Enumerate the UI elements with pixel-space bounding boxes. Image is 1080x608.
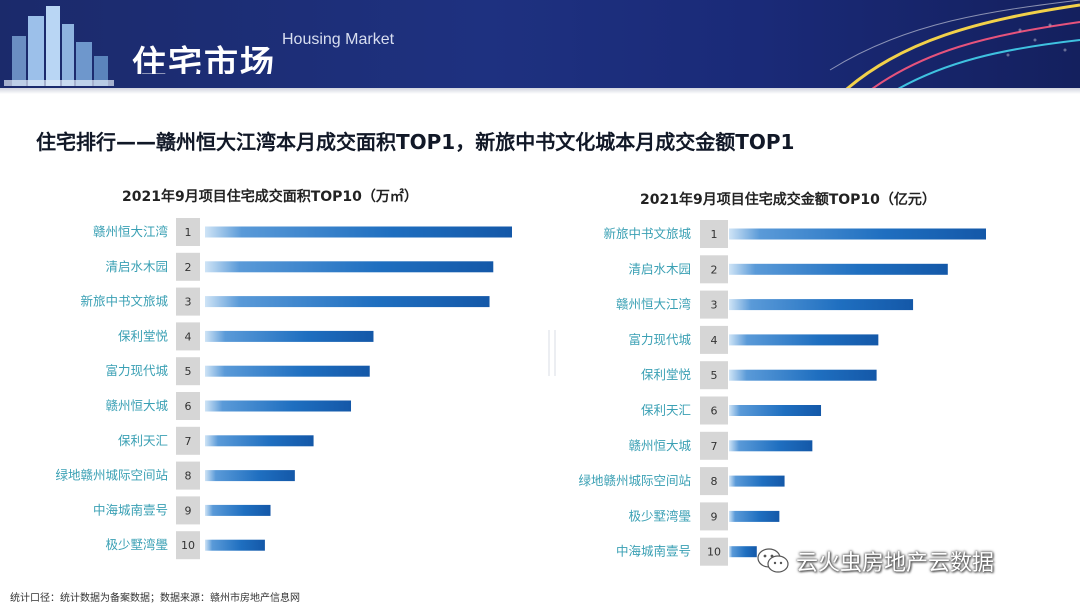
category-label: 清启水木园: [628, 261, 691, 276]
rank-box: [700, 396, 728, 425]
rank-box: [700, 361, 728, 390]
rank-label: 4: [711, 334, 718, 347]
category-label: 绿地赣州城际空间站: [578, 473, 691, 488]
rank-box: [176, 218, 200, 246]
chart-title-amount: 2021年9月项目住宅成交金额TOP10（亿元）: [640, 192, 936, 208]
category-label: 富力现代城: [105, 363, 168, 378]
rank-box: [700, 325, 728, 354]
rank-label: 3: [711, 299, 718, 312]
rank-box: [700, 431, 728, 460]
bar: [205, 504, 271, 516]
bar: [205, 539, 265, 551]
bar: [205, 400, 352, 412]
category-label: 极少墅湾璺: [628, 508, 691, 523]
wechat-icon: [757, 548, 789, 573]
page-subtitle: Housing Market: [282, 31, 395, 48]
watermark-text: 云火虫房地产云数据: [796, 551, 995, 576]
rank-label: 3: [185, 296, 192, 309]
bar: [205, 261, 494, 273]
category-label: 新旅中书文旅城: [603, 226, 691, 241]
rank-label: 8: [185, 470, 192, 483]
category-label: 保利堂悦: [118, 328, 169, 343]
bar: [729, 228, 986, 240]
rank-label: 7: [711, 440, 718, 453]
chart-title-area: 2021年9月项目住宅成交面积TOP10（万㎡）: [122, 189, 418, 205]
headline: 住宅排行——赣州恒大江湾本月成交面积TOP1，新旅中书文化城本月成交金额TOP1: [36, 130, 795, 154]
bar: [205, 365, 370, 377]
rank-box: [700, 467, 728, 496]
rank-box: [176, 426, 200, 455]
rank-box: [700, 290, 728, 319]
category-label: 新旅中书文旅城: [80, 294, 168, 309]
divider: [548, 330, 556, 376]
category-label: 极少墅湾璺: [105, 537, 168, 552]
category-label: 赣州恒大城: [628, 438, 691, 453]
rank-box: [700, 255, 728, 284]
bar: [205, 226, 512, 238]
rank-box: [700, 537, 728, 566]
rank-label: 9: [185, 504, 192, 517]
header-banner: 住宅市场 Housing Market: [0, 0, 1080, 88]
category-label: 中海城南壹号: [93, 502, 168, 517]
rank-box: [176, 531, 200, 560]
category-label: 保利天汇: [118, 433, 168, 448]
bar: [729, 440, 813, 452]
rank-label: 8: [711, 475, 718, 488]
rank-box: [176, 357, 200, 386]
rank-label: 2: [711, 263, 718, 276]
skyline-icon: [4, 6, 114, 86]
category-label: 绿地赣州城际空间站: [55, 468, 168, 483]
rank-box: [176, 392, 200, 420]
rank-label: 6: [711, 405, 718, 418]
page-title: 住宅市场: [132, 44, 276, 74]
rank-label: 5: [711, 369, 718, 382]
rank-box: [176, 322, 200, 351]
bar: [729, 405, 822, 416]
rank-box: [176, 461, 200, 490]
category-label: 中海城南壹号: [616, 544, 691, 559]
rank-label: 9: [711, 510, 718, 523]
rank-label: 1: [185, 226, 192, 239]
decorative-swoosh: [829, 0, 1080, 88]
category-label: 赣州恒大江湾: [93, 224, 168, 239]
bar: [729, 475, 785, 487]
bar: [205, 470, 295, 482]
header-shadow: [0, 88, 1080, 94]
category-label: 富力现代城: [628, 332, 691, 347]
rank-box: [176, 252, 200, 281]
bar: [729, 510, 780, 522]
rank-box: [176, 287, 200, 316]
bar: [205, 330, 374, 342]
bar: [729, 299, 914, 311]
rank-box: [700, 220, 728, 248]
bar: [729, 546, 757, 558]
category-label: 保利天汇: [641, 403, 691, 418]
bar: [205, 296, 490, 308]
footnote: 统计口径：统计数据为备案数据；数据来源：赣州市房地产信息网: [10, 593, 300, 604]
rank-box: [176, 496, 200, 525]
category-label: 清启水木园: [105, 259, 168, 274]
category-label: 赣州恒大江湾: [616, 297, 691, 312]
category-label: 赣州恒大城: [105, 398, 168, 413]
watermark: 云火虫房地产云数据: [756, 544, 994, 578]
bar: [205, 435, 314, 447]
rank-label: 1: [711, 228, 718, 241]
bar: [729, 263, 948, 275]
bar: [729, 369, 877, 381]
rank-label: 2: [185, 261, 192, 274]
rank-label: 10: [181, 539, 195, 552]
rank-label: 7: [185, 435, 192, 448]
rank-box: [700, 502, 728, 531]
rank-label: 4: [185, 330, 192, 343]
rank-label: 6: [185, 400, 192, 413]
rank-label: 5: [185, 365, 192, 378]
category-label: 保利堂悦: [641, 367, 692, 382]
bar: [729, 334, 879, 346]
rank-label: 10: [707, 546, 721, 559]
